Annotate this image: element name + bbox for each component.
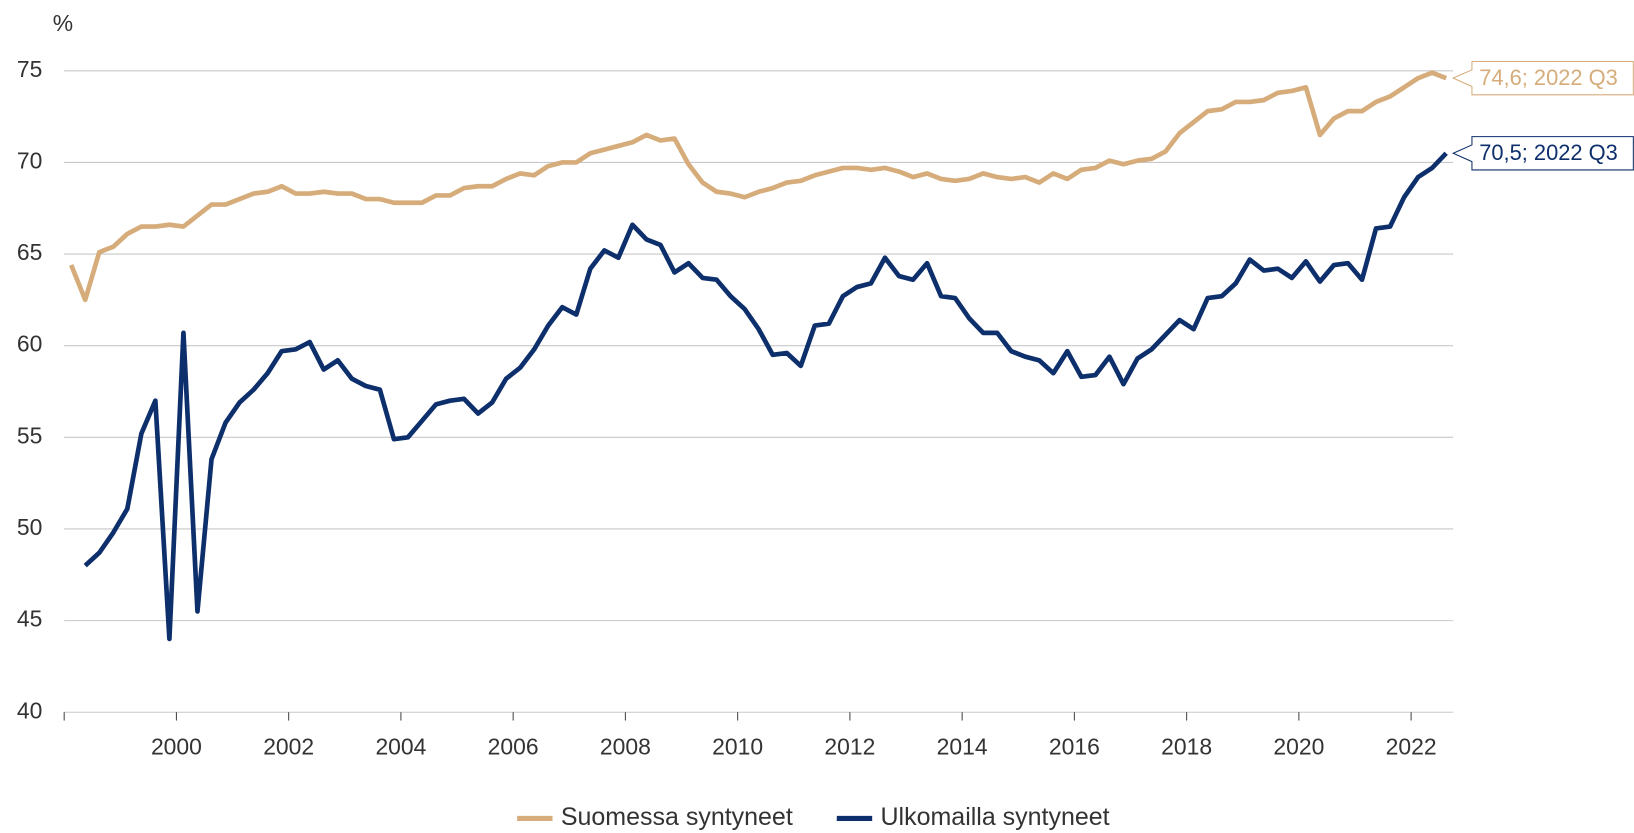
y-tick-label: 75 [17,56,42,82]
y-tick-label: 55 [17,422,42,448]
callout-label: 74,6; 2022 Q3 [1479,65,1618,90]
x-tick-label: 2004 [375,734,426,760]
y-axis-label: % [53,10,73,36]
y-tick-label: 40 [17,697,42,723]
x-tick-label: 2018 [1161,734,1212,760]
x-tick-label: 2000 [151,734,202,760]
x-tick-label: 2022 [1386,734,1437,760]
callout-label: 70,5; 2022 Q3 [1479,140,1618,165]
legend-label: Ulkomailla syntyneet [881,803,1110,831]
callout-box [1451,60,1634,96]
y-tick-label: 70 [17,147,42,173]
x-tick-label: 2008 [600,734,651,760]
x-tick-label: 2010 [712,734,763,760]
callout-box [1451,136,1634,171]
x-tick-label: 2016 [1049,734,1100,760]
legend-label: Suomessa syntyneet [561,803,793,831]
x-tick-label: 2012 [824,734,875,760]
y-tick-label: 50 [17,514,42,540]
series-line [83,151,1448,642]
x-tick-label: 2014 [937,734,988,760]
x-tick-label: 2020 [1273,734,1324,760]
series-line [69,70,1448,303]
x-tick-label: 2002 [263,734,314,760]
y-tick-label: 65 [17,239,42,265]
y-tick-label: 60 [17,331,42,357]
y-tick-label: 45 [17,606,42,632]
x-tick-label: 2006 [488,734,539,760]
